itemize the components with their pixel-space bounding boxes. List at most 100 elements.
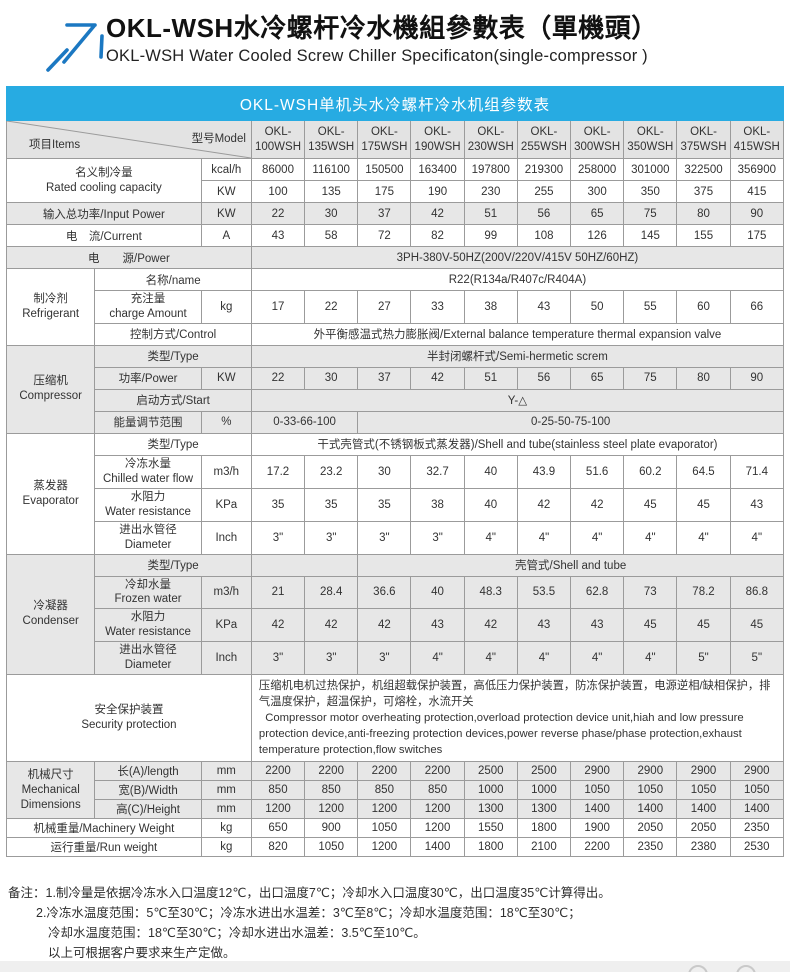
value-cell: 42 [516, 487, 572, 522]
value-cell: 2100 [516, 837, 572, 858]
value-cell: 56 [516, 366, 572, 390]
value-cell: 356900 [729, 158, 785, 181]
value-cell: 850 [410, 780, 465, 801]
unit-cell: Inch [200, 520, 252, 555]
value-cell: 51.6 [570, 454, 625, 489]
value-cell: 415 [729, 180, 785, 203]
value-cell: 3" [250, 641, 306, 676]
value-cell: 65 [570, 366, 625, 390]
value-cell: 40 [463, 454, 518, 489]
value-cell: 72 [357, 224, 412, 247]
value-cell: 22 [304, 290, 359, 324]
page-subtitle: OKL-WSH Water Cooled Screw Chiller Speci… [106, 46, 648, 65]
value-cell: 197800 [463, 158, 518, 181]
unit-cell: kg [200, 290, 252, 324]
value-cell: 2350 [729, 818, 785, 839]
value-cell: 1200 [250, 799, 306, 820]
group-label-refrigerant: 制冷剂 Refrigerant [5, 268, 96, 346]
value-cell: 43.9 [516, 454, 572, 489]
title-block: OKL-WSH水冷螺杆冷水機組參數表（單機頭） OKL-WSH Water Co… [104, 10, 658, 66]
value-cell: 1200 [357, 799, 412, 820]
value-cell: 42 [463, 608, 518, 643]
value-cell: 1900 [570, 818, 625, 839]
value-cell: 4" [623, 641, 678, 676]
row-label-width: 宽(B)/Width [94, 780, 202, 801]
value-cell: 145 [623, 224, 678, 247]
value-cell: 3" [357, 641, 412, 676]
model-header-cell: OKL- 255WSH [516, 120, 572, 159]
value-cell: 30 [304, 202, 359, 225]
value-cell: 190 [410, 180, 465, 203]
value-cell: 820 [250, 837, 306, 858]
value-cell: 75 [623, 366, 678, 390]
corner-items-label: 项目Items [29, 139, 81, 151]
security-protection-text: 压缩机电机过热保护，机组超载保护装置，高低压力保护装置，防冻保护装置，电源逆相/… [250, 674, 785, 763]
value-cell: 4" [463, 641, 518, 676]
cutoff-graphics-strip [0, 961, 790, 972]
value-cell: 1200 [357, 837, 412, 858]
value-cell: 51 [463, 366, 518, 390]
row-label-chilled-water-flow: 冷冻水量 Chilled water flow [94, 454, 202, 489]
value-cell: 1200 [304, 799, 359, 820]
value-cell: 1400 [570, 799, 625, 820]
group-label-dimensions: 机械尺寸 Mechanical Dimensions [5, 761, 96, 820]
value-cell: 126 [570, 224, 625, 247]
value-cell: 4" [463, 520, 518, 555]
value-cell: 42 [570, 487, 625, 522]
value-cell: 1000 [516, 780, 572, 801]
value-cell: 45 [729, 608, 785, 643]
value-cell: 650 [250, 818, 306, 839]
unit-cell: Inch [200, 641, 252, 676]
page-title: OKL-WSH水冷螺杆冷水機組參數表（單機頭） [106, 13, 658, 43]
value-cell: 1550 [463, 818, 518, 839]
row-label-machinery-weight: 机械重量/Machinery Weight [6, 818, 202, 839]
note-line: 冷却水温度范围：18℃至30℃；冷却水进出水温差：3.5℃至10℃。 [48, 926, 426, 941]
value-cell: 27 [357, 290, 412, 324]
value-cell: 38 [410, 487, 465, 522]
value-cell: 17 [250, 290, 306, 324]
value-cell: 2380 [676, 837, 731, 858]
corner-cell: 项目Items 型号Model [6, 120, 252, 159]
power-value: 3PH-380V-50HZ(200V/220V/415V 50HZ/60HZ) [250, 246, 785, 269]
value-cell: 65 [570, 202, 625, 225]
value-cell: 64.5 [676, 454, 731, 489]
value-cell: 2900 [676, 761, 731, 782]
note-line: 2.冷冻水温度范围：5℃至30℃；冷冻水进出水温差：3℃至8℃；冷却水温度范围：… [36, 906, 581, 921]
value-cell: 1050 [357, 818, 412, 839]
row-label-current: 电 流/Current [6, 224, 202, 247]
value-cell: 850 [304, 780, 359, 801]
model-header-cell: OKL- 300WSH [570, 120, 625, 159]
value-cell: 4" [676, 520, 731, 555]
value-cell: 60.2 [623, 454, 678, 489]
unit-cell: kg [200, 837, 252, 858]
value-cell: 30 [357, 454, 412, 489]
value-cell: 35 [250, 487, 306, 522]
row-label-power: 电 源/Power [6, 246, 252, 269]
value-cell: 50 [570, 290, 625, 324]
value-cell: 2200 [357, 761, 412, 782]
value-cell: 155 [676, 224, 731, 247]
value-cell: 42 [304, 608, 359, 643]
value-cell: 1050 [729, 780, 785, 801]
note-line: 以上可根据客户要求来生产定做。 [48, 946, 236, 961]
value-cell: 900 [304, 818, 359, 839]
value-cell: 45 [623, 487, 678, 522]
value-cell: 2200 [250, 761, 306, 782]
value-cell: 22 [250, 202, 306, 225]
energy-range-a: 0-33-66-100 [250, 410, 359, 434]
group-label-condenser: 冷凝器 Condenser [5, 553, 96, 676]
row-label-condenser-type: 类型/Type [94, 553, 252, 577]
value-cell: 86.8 [729, 575, 785, 610]
value-cell: 4" [410, 641, 465, 676]
row-label-energy-range: 能量调节范围 [94, 410, 202, 434]
value-cell: 258000 [570, 158, 625, 181]
row-label-height: 高(C)/Height [94, 799, 202, 820]
energy-range-b: 0-25-50-75-100 [357, 410, 784, 434]
unit-cell: KW [200, 180, 252, 203]
model-header-cell: OKL- 190WSH [410, 120, 465, 159]
model-header-row: 项目Items 型号Model OKL- 100WSH OKL- 135WSH OKL-… [6, 120, 785, 159]
model-header-cell: OKL- 135WSH [304, 120, 359, 159]
value-cell: 1400 [623, 799, 678, 820]
value-cell: 71.4 [729, 454, 785, 489]
row-label-input-power: 输入总功率/Input Power [6, 202, 202, 225]
